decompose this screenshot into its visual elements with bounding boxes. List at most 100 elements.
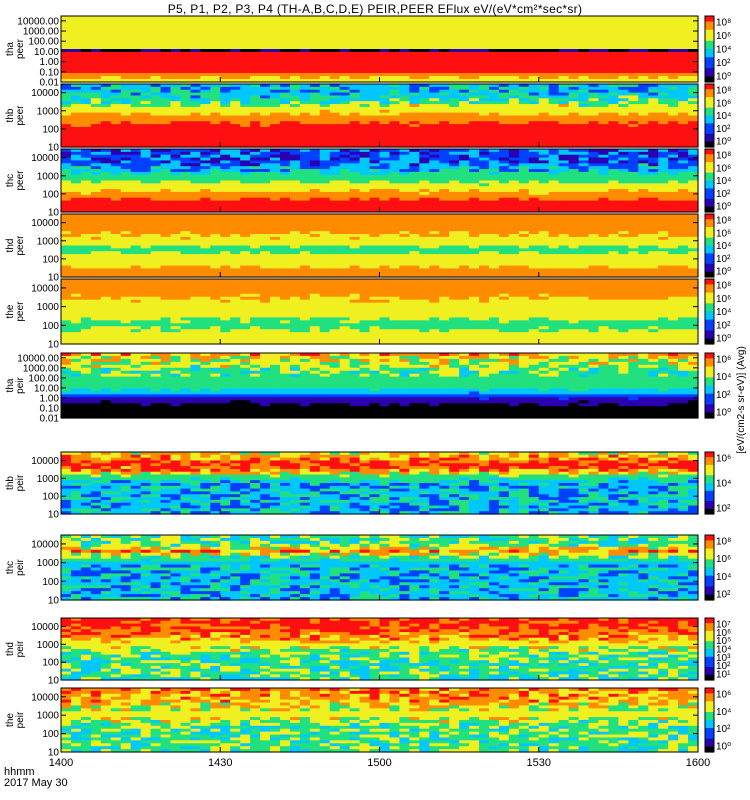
heatmap-cell: [120, 76, 132, 80]
heatmap-cell: [230, 106, 241, 111]
heatmap-cell: [608, 61, 619, 65]
heatmap-cell: [668, 61, 679, 65]
heatmap-cell: [588, 112, 600, 117]
heatmap-cell: [140, 79, 152, 83]
heatmap-cell: [498, 98, 510, 102]
heatmap-cell: [578, 118, 590, 122]
heatmap-cell: [419, 132, 430, 137]
heatmap-cell: [200, 40, 211, 44]
heatmap-cell: [479, 106, 490, 111]
heatmap-cell: [100, 49, 112, 53]
heatmap-cell: [419, 64, 430, 68]
heatmap-cell: [379, 70, 391, 74]
heatmap-cell: [419, 115, 430, 119]
heatmap-cell: [658, 86, 669, 91]
heatmap-cell: [160, 31, 172, 35]
heatmap-cell: [608, 84, 619, 88]
heatmap-cell: [70, 49, 82, 53]
heatmap-cell: [160, 132, 172, 137]
heatmap-cell: [618, 98, 629, 102]
heatmap-cell: [70, 31, 82, 35]
heatmap-cell: [628, 22, 639, 26]
heatmap-cell: [498, 76, 510, 80]
heatmap-cell: [359, 101, 371, 105]
heatmap-cell: [608, 19, 619, 23]
heatmap-cell: [648, 31, 659, 35]
heatmap-cell: [309, 109, 321, 114]
heatmap-cell: [409, 25, 420, 29]
heatmap-cell: [289, 115, 301, 119]
heatmap-cell: [90, 95, 102, 99]
heatmap-cell: [568, 89, 580, 94]
heatmap-cell: [270, 104, 281, 108]
heatmap-cell: [80, 40, 92, 44]
heatmap-cell: [180, 16, 191, 20]
heatmap-cell: [469, 22, 480, 26]
heatmap-cell: [578, 46, 590, 50]
heatmap-cell: [220, 76, 231, 80]
heatmap-cell: [130, 115, 142, 119]
heatmap-cell: [439, 89, 450, 94]
heatmap-cell: [120, 64, 132, 68]
heatmap-cell: [469, 61, 480, 65]
heatmap-cell: [439, 28, 450, 32]
heatmap-cell: [130, 79, 142, 83]
heatmap-cell: [329, 31, 341, 35]
heatmap-cell: [658, 118, 669, 122]
heatmap-cell: [190, 92, 201, 97]
heatmap-cell: [110, 109, 122, 114]
heatmap-cell: [260, 124, 271, 128]
y-tick-label: 10.00: [34, 47, 59, 58]
heatmap-cell: [319, 28, 331, 32]
heatmap-cell: [80, 19, 92, 23]
heatmap-cell: [130, 37, 142, 41]
heatmap-cell: [498, 101, 510, 105]
heatmap-cell: [289, 104, 301, 108]
heatmap-cell: [678, 92, 689, 97]
heatmap-cell: [61, 89, 72, 94]
heatmap-cell: [618, 46, 629, 50]
heatmap-cell: [110, 37, 122, 41]
heatmap-cell: [349, 129, 361, 134]
heatmap-cell: [90, 67, 102, 71]
heatmap-cell: [70, 52, 82, 56]
heatmap-cell: [618, 84, 629, 88]
heatmap-cell: [678, 106, 689, 111]
heatmap-cell: [638, 22, 649, 26]
heatmap-cell: [130, 135, 142, 140]
heatmap-cell: [548, 89, 560, 94]
heatmap-cell: [558, 76, 570, 80]
heatmap-cell: [369, 64, 381, 68]
heatmap-cell: [210, 115, 221, 119]
heatmap-cell: [578, 135, 590, 140]
heatmap-cell: [70, 115, 82, 119]
heatmap-cell: [638, 76, 649, 80]
heatmap-cell: [61, 121, 72, 125]
heatmap-cell: [369, 121, 381, 125]
heatmap-cell: [608, 70, 619, 74]
heatmap-cell: [538, 25, 550, 29]
heatmap-cell: [588, 126, 600, 131]
heatmap-cell: [200, 67, 211, 71]
heatmap-cell: [449, 84, 460, 88]
heatmap-cell: [449, 43, 460, 47]
heatmap-cell: [319, 58, 331, 62]
heatmap-cell: [648, 52, 659, 56]
heatmap-cell: [150, 92, 162, 97]
heatmap-cell: [528, 61, 540, 65]
heatmap-cell: [359, 92, 371, 97]
heatmap-cell: [100, 84, 112, 88]
heatmap-cell: [299, 28, 311, 32]
heatmap-cell: [279, 115, 291, 119]
heatmap-cell: [598, 43, 610, 47]
heatmap-cell: [359, 126, 371, 131]
heatmap-cell: [70, 129, 82, 134]
heatmap-cell: [678, 43, 689, 47]
heatmap-cell: [518, 22, 530, 26]
heatmap-cell: [80, 104, 92, 108]
heatmap-cell: [200, 58, 211, 62]
heatmap-cell: [70, 28, 82, 32]
heatmap-cell: [190, 31, 201, 35]
heatmap-cell: [558, 31, 570, 35]
heatmap-cell: [180, 79, 191, 83]
